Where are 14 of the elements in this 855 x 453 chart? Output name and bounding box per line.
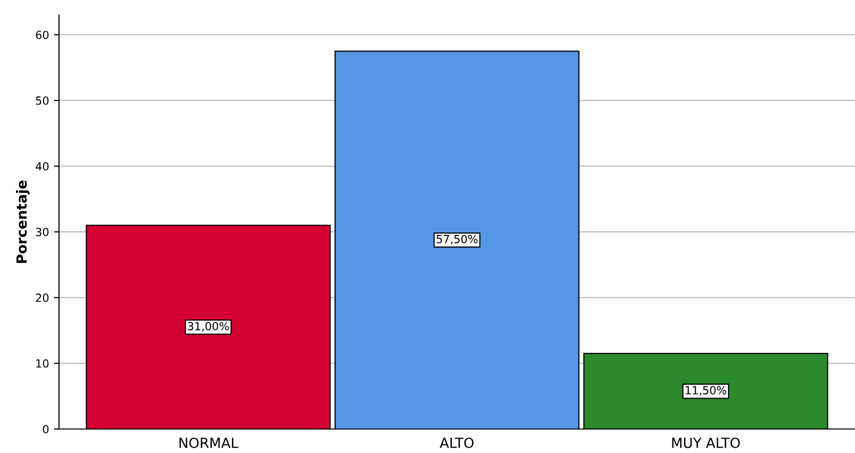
x-tick-label: NORMAL <box>180 438 238 448</box>
y-tick-label: 50 <box>36 96 49 105</box>
x-tick-label: ALTO <box>440 438 474 448</box>
data-label: 57,50% <box>436 234 478 244</box>
data-label: 11,50% <box>686 386 726 396</box>
y-tick-label: 10 <box>36 359 49 368</box>
y-tick-label: 20 <box>36 294 49 302</box>
y-tick-label: 30 <box>36 228 49 236</box>
y-tick-label: 40 <box>36 162 49 171</box>
data-label: 31,00% <box>188 322 229 332</box>
y-tick-label: 0 <box>42 424 49 434</box>
y-tick-label: 60 <box>36 30 49 40</box>
y-axis-title: Porcentaje <box>16 180 30 263</box>
x-tick-label: MUY ALTO <box>672 438 740 448</box>
